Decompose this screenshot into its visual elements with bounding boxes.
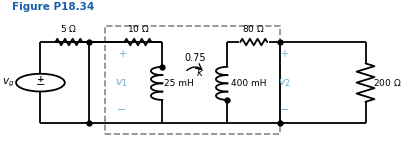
Bar xyxy=(106,26,280,134)
Text: $v_2$: $v_2$ xyxy=(278,77,291,89)
Text: −: − xyxy=(279,105,289,115)
Text: 10 $\Omega$: 10 $\Omega$ xyxy=(126,23,149,34)
Text: 25 mH: 25 mH xyxy=(164,79,194,88)
Text: 200 $\Omega$: 200 $\Omega$ xyxy=(373,77,401,88)
Text: 0.75: 0.75 xyxy=(184,53,206,63)
Text: $k$: $k$ xyxy=(196,66,204,78)
Text: $v_g$: $v_g$ xyxy=(2,76,14,89)
Text: Figure P18.34: Figure P18.34 xyxy=(12,2,94,12)
Text: −: − xyxy=(117,105,126,115)
Text: 80 $\Omega$: 80 $\Omega$ xyxy=(242,23,265,34)
Text: 400 mH: 400 mH xyxy=(231,79,266,88)
Text: +: + xyxy=(118,49,126,59)
Text: $v_1$: $v_1$ xyxy=(115,77,128,89)
Text: −: − xyxy=(36,80,45,90)
Text: +: + xyxy=(280,49,288,59)
Text: +: + xyxy=(37,75,44,84)
Text: 5 $\Omega$: 5 $\Omega$ xyxy=(60,23,78,34)
